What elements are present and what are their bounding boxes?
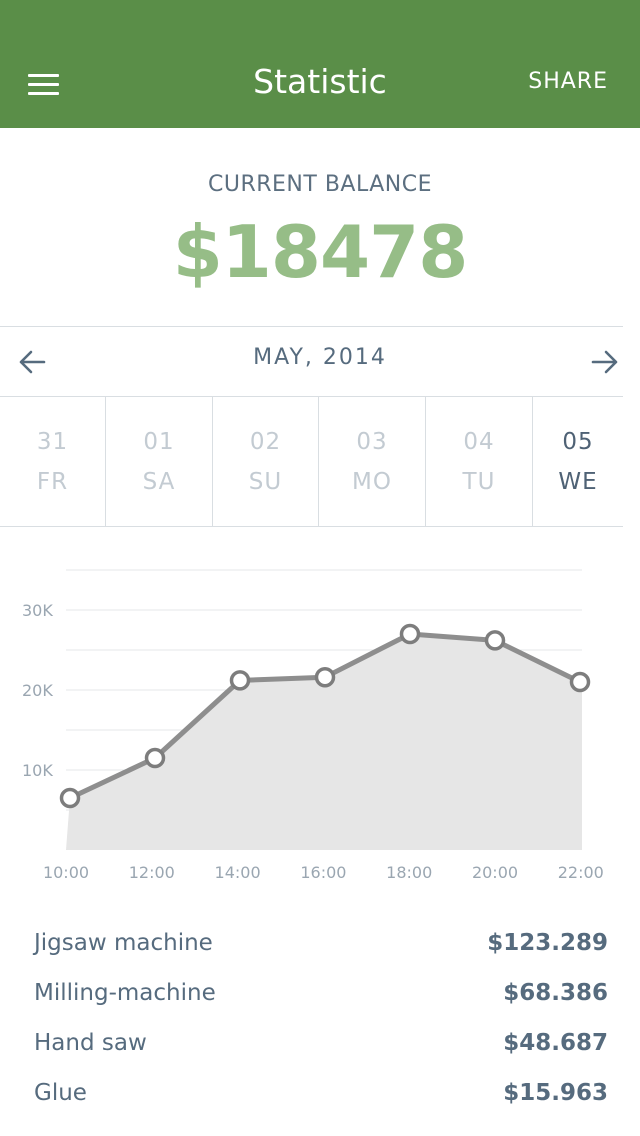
item-amount: $68.386 xyxy=(503,980,608,1006)
chart-data-point xyxy=(59,787,81,809)
day-weekday: SA xyxy=(142,469,176,495)
day-number: 05 xyxy=(562,429,594,455)
chart-data-point xyxy=(144,747,166,769)
day-weekday: MO xyxy=(352,469,392,495)
day-weekday: TU xyxy=(462,469,496,495)
page-title: Statistic xyxy=(253,62,387,101)
arrow-left-icon[interactable] xyxy=(17,347,47,377)
chart-data-point xyxy=(399,623,421,645)
chart-x-tick-label: 10:00 xyxy=(43,863,89,882)
list-item[interactable]: Glue $15.963 xyxy=(0,1070,640,1120)
chart-x-tick-label: 12:00 xyxy=(129,863,175,882)
day-number: 03 xyxy=(356,429,388,455)
day-number: 01 xyxy=(143,429,175,455)
month-label: MAY, 2014 xyxy=(253,345,387,370)
chart-data-point xyxy=(569,671,591,693)
top-app-bar: Statistic SHARE xyxy=(0,0,640,128)
balance-chart-svg: 10K 20K 30K 10:00 12:00 14:00 16:00 18:00 20:00 2… xyxy=(22,569,604,882)
chart-y-tick-label: 30K xyxy=(22,601,53,620)
item-name: Hand saw xyxy=(34,1030,147,1056)
chart-x-tick-label: 22:00 xyxy=(558,863,604,882)
day-tab-5[interactable]: 05 WE xyxy=(533,397,623,526)
share-button[interactable]: SHARE xyxy=(528,69,608,94)
day-tab-3[interactable]: 03 MO xyxy=(319,397,426,526)
chart-y-tick-label: 20K xyxy=(22,681,53,700)
chart-x-tick-label: 18:00 xyxy=(386,863,432,882)
month-navigator: MAY, 2014 xyxy=(0,326,623,397)
chart-data-point xyxy=(229,670,251,691)
day-number: 04 xyxy=(463,429,495,455)
arrow-right-icon[interactable] xyxy=(590,347,620,377)
chart-area-fill xyxy=(66,634,582,850)
chart-x-tick-label: 16:00 xyxy=(300,863,346,882)
item-name: Milling-machine xyxy=(34,980,216,1006)
current-balance-label: CURRENT BALANCE xyxy=(208,172,432,197)
day-tab-4[interactable]: 04 TU xyxy=(426,397,533,526)
day-selector: 31 FR 01 SA 02 SU 03 MO 04 TU 05 WE xyxy=(0,397,623,527)
item-name: Glue xyxy=(34,1080,87,1106)
day-weekday: WE xyxy=(558,469,598,495)
list-item[interactable]: Milling-machine $68.386 xyxy=(0,970,640,1020)
chart-data-point xyxy=(484,630,506,651)
day-number: 02 xyxy=(249,429,282,455)
balance-chart: 10K 20K 30K 10:00 12:00 14:00 16:00 18:00 20:00 2… xyxy=(0,550,640,890)
item-amount: $15.963 xyxy=(503,1080,608,1106)
chart-y-tick-label: 10K xyxy=(22,761,53,780)
hamburger-menu-icon[interactable] xyxy=(28,74,60,96)
day-number: 31 xyxy=(36,429,69,455)
item-amount: $48.687 xyxy=(503,1030,608,1056)
chart-data-point xyxy=(314,666,336,688)
day-tab-1[interactable]: 01 SA xyxy=(106,397,213,526)
day-tab-0[interactable]: 31 FR xyxy=(0,397,106,526)
chart-x-tick-label: 14:00 xyxy=(215,863,261,882)
current-balance-value: $18478 xyxy=(172,210,469,294)
item-name: Jigsaw machine xyxy=(34,930,213,956)
list-item[interactable]: Jigsaw machine $123.289 xyxy=(0,920,640,970)
day-tab-2[interactable]: 02 SU xyxy=(213,397,319,526)
day-weekday: SU xyxy=(248,469,283,495)
chart-x-tick-label: 20:00 xyxy=(472,863,518,882)
list-item[interactable]: Hand saw $48.687 xyxy=(0,1020,640,1070)
day-weekday: FR xyxy=(36,469,69,495)
item-amount: $123.289 xyxy=(487,930,608,956)
